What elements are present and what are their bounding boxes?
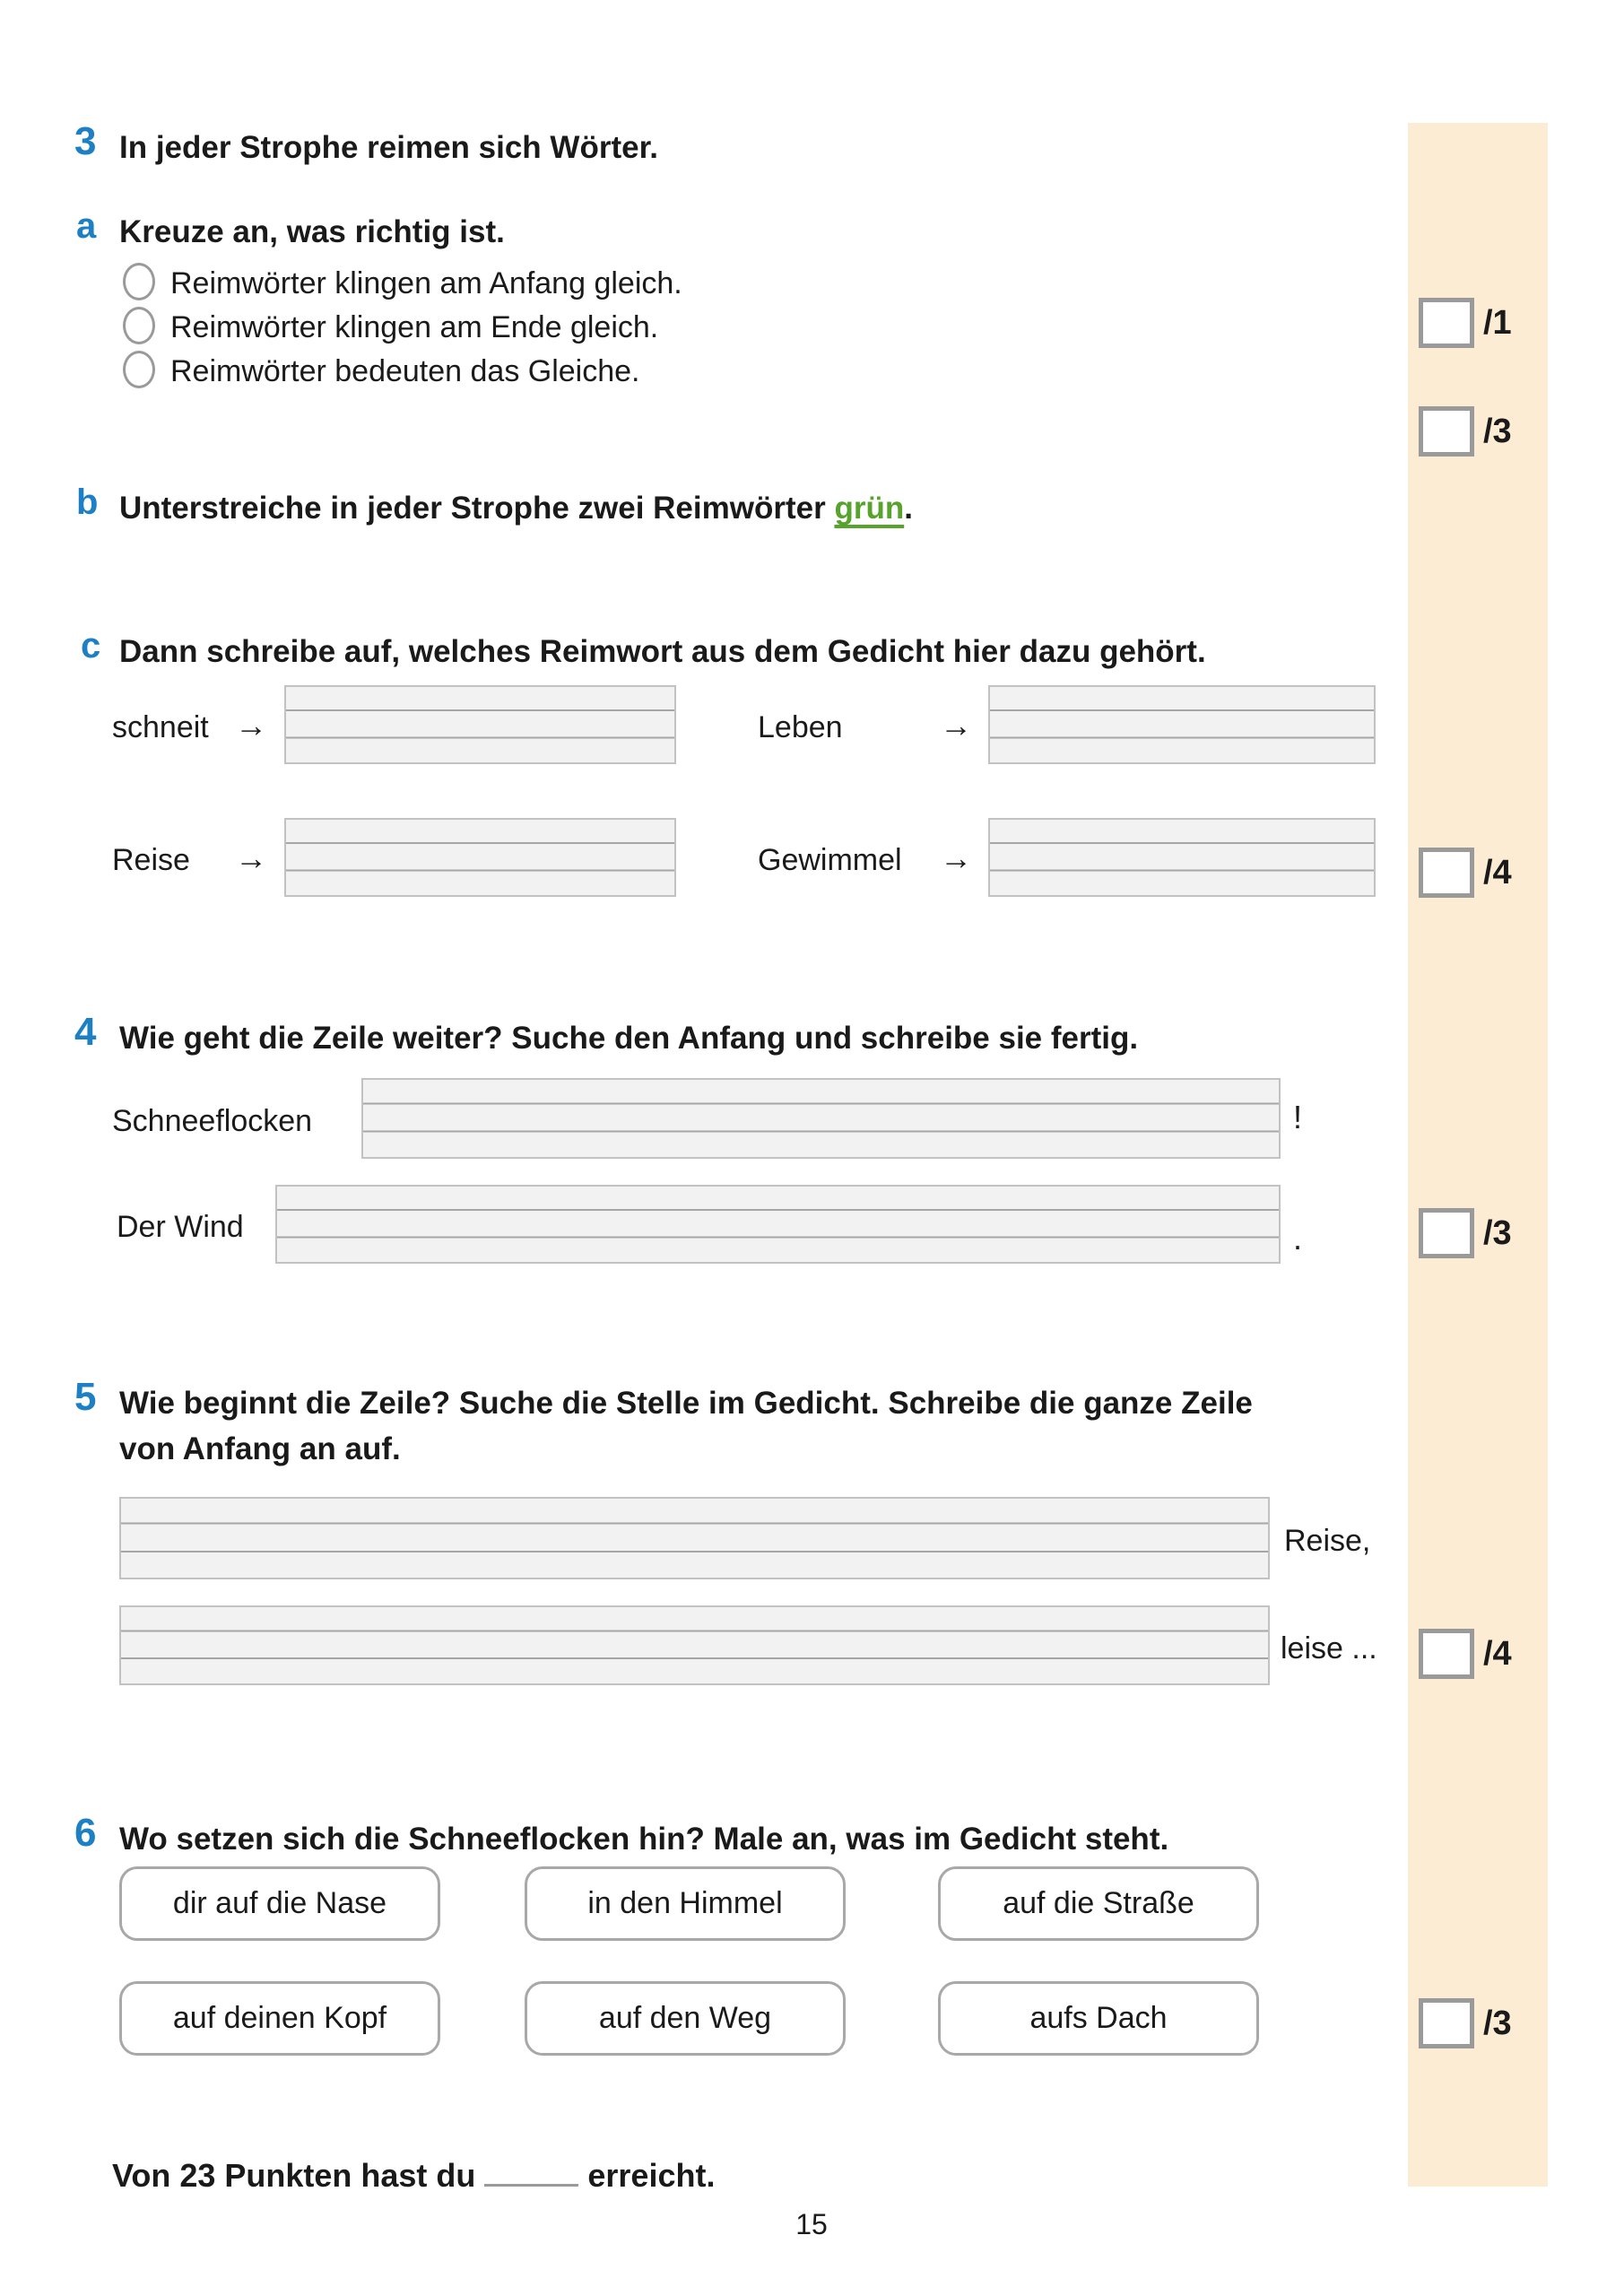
arrow-icon: →: [235, 839, 267, 876]
subtask-a-letter: a: [76, 206, 97, 246]
line-end-punctuation: !: [1293, 1099, 1303, 1135]
score-checkbox[interactable]: [1419, 298, 1474, 348]
task5-title-line2: von Anfang an auf.: [119, 1431, 401, 1466]
task3-title: In jeder Strophe reimen sich Wörter.: [119, 130, 658, 165]
score-label: /4: [1483, 1634, 1512, 1673]
line-end-label: leise ...: [1281, 1631, 1377, 1665]
task3-number: 3: [74, 119, 97, 163]
radio-option-label: Reimwörter klingen am Ende gleich.: [170, 310, 659, 344]
arrow-icon: →: [235, 707, 267, 744]
subtask-b-text-before: Unterstreiche in jeder Strophe zwei Reim…: [119, 491, 835, 526]
pair-label: Leben: [758, 710, 843, 744]
score-item: /4: [1419, 848, 1512, 898]
score-label: /3: [1483, 412, 1512, 450]
score-label: /4: [1483, 853, 1512, 891]
answer-field[interactable]: [275, 1185, 1281, 1264]
choice-box-label: in den Himmel: [587, 1886, 783, 1920]
subtask-c-letter: c: [81, 626, 101, 665]
footer-suffix: erreicht.: [587, 2157, 716, 2194]
line-start-label: Schneeflocken: [112, 1104, 313, 1138]
task5-number: 5: [74, 1375, 97, 1419]
line-start-label: Der Wind: [117, 1210, 244, 1244]
arrow-icon: →: [940, 707, 972, 744]
answer-field[interactable]: [119, 1605, 1270, 1685]
choice-box[interactable]: dir auf die Nase: [119, 1866, 440, 1941]
score-label: /1: [1483, 303, 1512, 342]
score-blank[interactable]: [484, 2157, 579, 2187]
score-item: /3: [1419, 1998, 1512, 2048]
arrow-icon: →: [940, 839, 972, 876]
answer-field[interactable]: [361, 1078, 1281, 1159]
radio-circle[interactable]: [123, 351, 155, 388]
radio-option-label: Reimwörter bedeuten das Gleiche.: [170, 354, 640, 388]
radio-circle[interactable]: [123, 307, 155, 344]
task4-title: Wie geht die Zeile weiter? Suche den Anf…: [119, 1021, 1139, 1056]
pair-label: Gewimmel: [758, 843, 902, 877]
choice-box-label: auf den Weg: [598, 2001, 772, 2035]
answer-field[interactable]: [988, 818, 1376, 897]
subtask-b-text-after: .: [904, 491, 913, 526]
pair-label: Reise: [112, 843, 190, 877]
score-label: /3: [1483, 1213, 1512, 1252]
choice-box[interactable]: auf deinen Kopf: [119, 1981, 440, 2056]
task6-title: Wo setzen sich die Schneeflocken hin? Ma…: [119, 1822, 1169, 1857]
score-checkbox[interactable]: [1419, 848, 1474, 898]
score-checkbox[interactable]: [1419, 1998, 1474, 2048]
subtask-c-title: Dann schreibe auf, welches Reimwort aus …: [119, 634, 1206, 669]
score-item: /3: [1419, 1208, 1512, 1258]
score-checkbox[interactable]: [1419, 1629, 1474, 1679]
score-item: /4: [1419, 1629, 1512, 1679]
answer-field[interactable]: [284, 818, 676, 897]
choice-box[interactable]: in den Himmel: [525, 1866, 846, 1941]
radio-circle[interactable]: [123, 263, 155, 300]
score-checkbox[interactable]: [1419, 1208, 1474, 1258]
task5-title-line1: Wie beginnt die Zeile? Suche die Stelle …: [119, 1386, 1253, 1421]
task5-title: Wie beginnt die Zeile? Suche die Stelle …: [119, 1381, 1253, 1473]
choice-box[interactable]: aufs Dach: [938, 1981, 1259, 2056]
footer-text: Von 23 Punkten hast du erreicht.: [112, 2157, 715, 2195]
score-item: /3: [1419, 406, 1512, 457]
score-item: /1: [1419, 298, 1512, 348]
subtask-b-title: Unterstreiche in jeder Strophe zwei Reim…: [119, 486, 913, 532]
subtask-a-title: Kreuze an, was richtig ist.: [119, 214, 505, 249]
answer-field[interactable]: [119, 1497, 1270, 1579]
line-end-label: Reise,: [1284, 1524, 1371, 1558]
green-highlight: grün: [834, 491, 905, 526]
line-end-punctuation: .: [1293, 1220, 1303, 1257]
radio-option-label: Reimwörter klingen am Anfang gleich.: [170, 266, 682, 300]
footer-prefix: Von 23 Punkten hast du: [112, 2157, 476, 2194]
choice-box-label: aufs Dach: [1029, 2001, 1168, 2035]
score-checkbox[interactable]: [1419, 406, 1474, 457]
choice-box[interactable]: auf die Straße: [938, 1866, 1259, 1941]
page-number: 15: [795, 2208, 828, 2240]
score-sidebar: [1408, 123, 1548, 2187]
choice-box-label: auf die Straße: [1003, 1886, 1194, 1920]
subtask-b-letter: b: [76, 483, 99, 522]
score-label: /3: [1483, 2004, 1512, 2042]
task6-number: 6: [74, 1811, 97, 1855]
answer-field[interactable]: [988, 685, 1376, 764]
task4-number: 4: [74, 1010, 97, 1054]
choice-box[interactable]: auf den Weg: [525, 1981, 846, 2056]
choice-box-label: dir auf die Nase: [172, 1886, 387, 1920]
pair-label: schneit: [112, 710, 209, 744]
choice-box-label: auf deinen Kopf: [172, 2001, 387, 2035]
answer-field[interactable]: [284, 685, 676, 764]
